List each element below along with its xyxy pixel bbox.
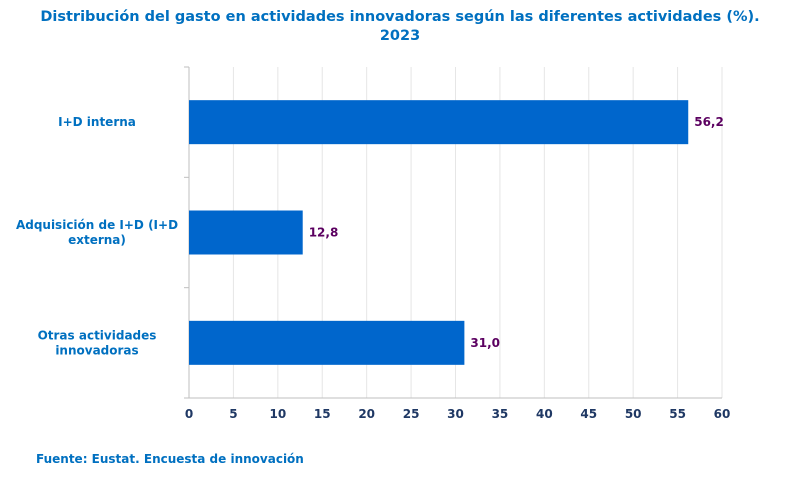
bar-0 (189, 100, 689, 145)
category-label-1-line-1: externa) (68, 233, 126, 247)
x-tick-label-1: 5 (229, 407, 237, 421)
x-tick-label-11: 55 (669, 407, 686, 421)
chart-title: Distribución del gasto en actividades in… (0, 8, 800, 46)
category-label-1-line-0: Adquisición de I+D (I+D (16, 218, 178, 232)
x-tick-label-0: 0 (185, 407, 193, 421)
bar-chart: 0 5 10 15 20 25 30 35 40 45 50 55 60 56,2 I+D interna 1… (16, 66, 731, 421)
category-label-2: Otras actividades innovadoras (38, 328, 157, 357)
x-tick-label-2: 10 (269, 407, 286, 421)
category-label-0: I+D interna (58, 115, 136, 129)
category-label-1: Adquisición de I+D (I+D externa) (16, 218, 178, 247)
bar-1 (189, 210, 303, 255)
category-label-2-line-0: Otras actividades (38, 328, 157, 342)
x-tick-label-7: 35 (492, 407, 509, 421)
x-tick-label-3: 15 (314, 407, 331, 421)
data-label-2: 31,0 (470, 336, 500, 350)
bar-2 (189, 320, 465, 365)
data-label-1: 12,8 (309, 226, 339, 240)
chart-title-line1: Distribución del gasto en actividades in… (40, 9, 760, 25)
x-tick-label-9: 45 (580, 407, 597, 421)
x-tick-label-12: 60 (714, 407, 731, 421)
x-tick-label-5: 25 (403, 407, 420, 421)
x-tick-label-6: 30 (447, 407, 464, 421)
category-label-0-line-0: I+D interna (58, 115, 136, 129)
x-tick-label-4: 20 (358, 407, 375, 421)
x-tick-label-8: 40 (536, 407, 553, 421)
x-tick-label-10: 50 (625, 407, 642, 421)
chart-title-line2: 2023 (379, 28, 421, 44)
source-note: Fuente: Eustat. Encuesta de innovación (36, 452, 304, 466)
data-label-0: 56,2 (694, 115, 724, 129)
category-label-2-line-1: innovadoras (55, 343, 138, 357)
